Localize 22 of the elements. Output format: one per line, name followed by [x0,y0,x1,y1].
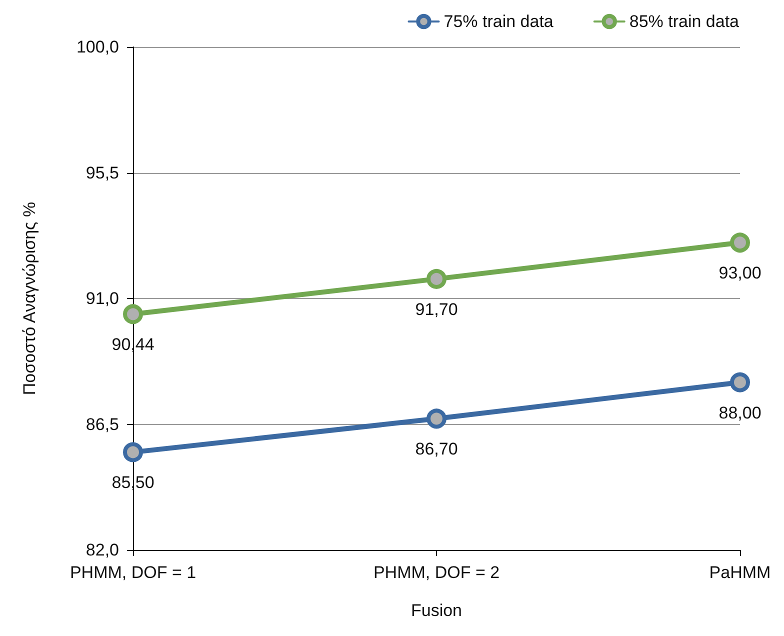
x-tick-label: PaHMM [709,563,771,582]
x-axis-title: Fusion [410,601,462,620]
y-tick-label: 100,0 [76,38,119,56]
point [426,408,446,429]
data-label: 88,00 [718,403,762,422]
legend-label: 75% train data [444,12,554,31]
y-tick-label: 95,5 [86,163,119,182]
point [123,304,143,324]
data-label: 93,00 [718,264,762,283]
point [123,442,143,462]
x-tick-label: PHMM, DOF = 1 [70,563,196,582]
x-tick-label: PHMM, DOF = 2 [373,563,500,582]
y-tick-label: 86,5 [86,414,119,434]
data-label: 91,70 [415,300,458,319]
point [730,372,750,392]
data-label: 86,70 [415,440,458,459]
y-axis-title: Ποσοστό Αναγνώρισης % [20,202,39,396]
y-tick-label: 82,0 [86,540,119,560]
legend-label: 85% train data [629,12,740,31]
y-tick-label: 91,0 [86,289,119,308]
point [730,232,750,253]
point [426,268,446,289]
